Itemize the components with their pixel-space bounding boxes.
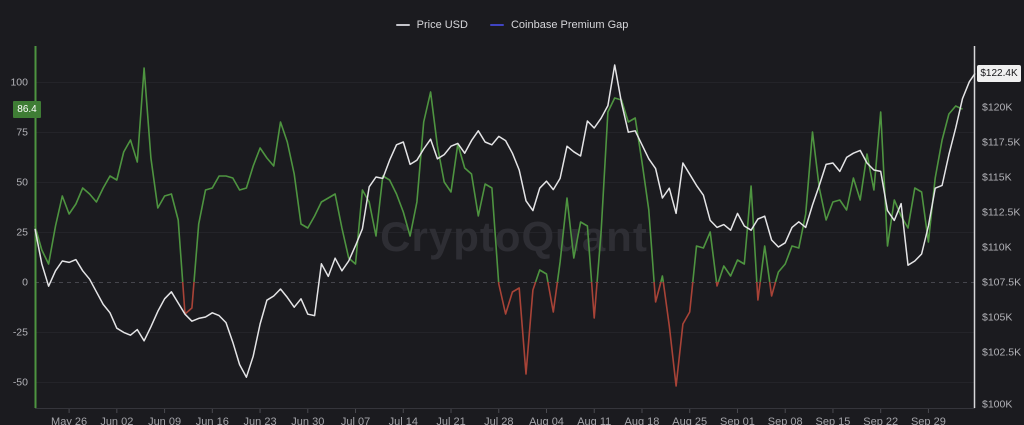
x-axis-label: Jul 14: [389, 416, 418, 425]
left-axis-label: -25: [13, 327, 28, 339]
left-axis-label: 25: [16, 227, 28, 239]
x-axis-label: Sep 08: [768, 416, 803, 425]
right-axis-label: $100K: [982, 399, 1012, 411]
price-usd-line-swatch-icon: [395, 24, 410, 26]
x-axis-label: Jun 09: [148, 416, 181, 425]
gridlines: [35, 82, 975, 383]
left-axis-label: 75: [16, 127, 28, 139]
x-axis-label: Aug 18: [625, 416, 660, 425]
cryptoquant-watermark: CryptoQuant: [380, 213, 648, 260]
price-current-value-badge: $122.4K: [977, 64, 1021, 82]
x-axis-label: Jun 16: [196, 416, 229, 425]
chart-legend: Price USD Coinbase Premium Gap: [0, 19, 1024, 31]
premium-gap-current-value-badge: 86.4: [13, 100, 41, 118]
x-axis-label: Jul 21: [436, 416, 465, 425]
x-axis-label: Jun 02: [100, 416, 133, 425]
x-axis-label: Jun 23: [244, 416, 277, 425]
x-axis-label: Aug 25: [672, 416, 707, 425]
x-axis-label: Sep 15: [816, 416, 851, 425]
right-axis-label: $107.5K: [982, 277, 1021, 289]
x-axis-label: Sep 01: [720, 416, 755, 425]
right-axis-label: $117.5K: [982, 137, 1020, 149]
right-axis-label: $120K: [982, 102, 1012, 114]
left-axis-label: 50: [16, 177, 28, 189]
legend-label-coinbase-premium-gap: Coinbase Premium Gap: [510, 19, 629, 31]
left-axis-label: 100: [10, 77, 28, 89]
x-axis: May 26 Jun 02 Jun 09 Jun 16 Jun 23 Jun 30 Jul …: [35, 408, 975, 425]
y-axis-left-labels: 100 75 50 25 0 -25 -50: [10, 77, 28, 389]
premium-gap-line-swatch-icon: [489, 24, 504, 26]
x-axis-label: Aug 11: [577, 416, 611, 425]
x-axis-label: Sep 22: [863, 416, 898, 425]
x-axis-label: Aug 04: [529, 416, 564, 425]
premium-gap-positive-segments: [34, 67, 963, 283]
right-axis-label: $105K: [982, 312, 1012, 324]
x-axis-label: Jul 07: [341, 416, 370, 425]
x-axis-label: Jun 30: [291, 416, 324, 425]
x-axis-label: May 26: [51, 416, 87, 425]
legend-item-coinbase-premium-gap[interactable]: Coinbase Premium Gap: [489, 19, 629, 31]
right-axis-label: $102.5K: [982, 347, 1021, 359]
premium-gap-negative-segments: [181, 281, 777, 387]
left-axis-label: 0: [22, 277, 28, 289]
x-axis-label: Sep 29: [911, 416, 946, 425]
y-axis-right-labels: $122.5K$120K$117.5K$115K$112.5K$110K$107…: [982, 67, 1021, 411]
right-axis-label: $110K: [982, 242, 1012, 254]
x-axis-label: Jul 28: [484, 416, 513, 425]
price-usd-path: [34, 64, 976, 378]
legend-label-price-usd: Price USD: [416, 19, 468, 31]
legend-item-price-usd[interactable]: Price USD: [395, 19, 468, 31]
left-axis-label: -50: [13, 377, 28, 389]
price-line: [34, 64, 976, 378]
right-axis-label: $112.5K: [982, 207, 1020, 219]
right-axis-label: $115K: [982, 172, 1012, 184]
premium-gap-line: [34, 67, 963, 387]
